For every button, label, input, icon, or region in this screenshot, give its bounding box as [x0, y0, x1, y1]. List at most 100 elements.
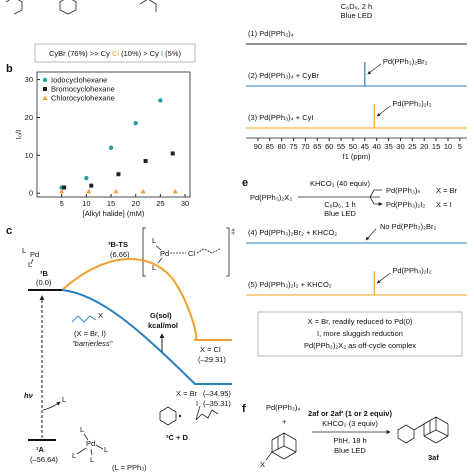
product: 3af — [428, 453, 439, 462]
state-label: ¹A — [36, 445, 44, 454]
x-axis-title: f1 (ppm) — [343, 152, 371, 161]
structure-atom: L — [152, 236, 156, 245]
product-condition: X = I — [436, 200, 452, 209]
state-label: ³B — [40, 269, 48, 278]
product: Pd(PPh₃)₂I₂ — [386, 200, 425, 209]
condition: C₆D₆, 1 h — [324, 200, 355, 209]
reduction-scheme: Pd(PPh₃)₂X₂ KHCO₂ (40 equiv) C₆D₆, 1 h B… — [250, 179, 458, 218]
x-tick-label: 10 — [82, 199, 90, 208]
point — [116, 172, 121, 177]
ts-bracket — [142, 227, 230, 277]
panel-label: b — [6, 63, 13, 75]
state-energy: (–34.95) — [203, 389, 231, 398]
bond — [30, 258, 34, 265]
panel-label: e — [242, 177, 248, 189]
peak-label: Pd(PPh₃)₂I₂ — [392, 99, 431, 108]
x-tick-label: 10 — [444, 142, 452, 151]
bond — [76, 433, 104, 456]
ranking-part: Cl — [112, 49, 119, 58]
legend-marker — [42, 95, 48, 100]
x-tick-label: 80 — [277, 142, 285, 151]
ranking-part: I — [161, 49, 163, 58]
structure-atom: L — [90, 455, 94, 464]
trace-label: (5) Pd(PPh₃)₂I₂ + KHCO₂ — [248, 280, 332, 289]
ligand: L — [62, 395, 66, 404]
x-tick-label: 20 — [132, 199, 140, 208]
state-label: X = Br — [176, 389, 198, 398]
summary-line: Pd(PPh₃)₂X₂ as off-cycle complex — [304, 341, 416, 350]
x-tick-label: 40 — [373, 142, 381, 151]
bond — [155, 245, 163, 264]
state-energy: (–35.31) — [203, 399, 231, 408]
point — [158, 98, 163, 103]
y-tick-label: 0 — [29, 189, 33, 198]
legend-marker — [42, 77, 48, 83]
axis-unit: kcal/mol — [148, 321, 178, 330]
condition: Blue LED — [334, 446, 366, 455]
x-tick-label: 50 — [349, 142, 357, 151]
peak-arrow — [365, 228, 377, 241]
legend-label: Iodocyclohexane — [51, 76, 107, 85]
bond — [265, 451, 273, 461]
x-tick-label: 25 — [408, 142, 416, 151]
substituent: X — [260, 460, 265, 469]
product-structure — [397, 416, 449, 444]
note: (X = Br, I) — [74, 329, 106, 338]
point — [143, 159, 148, 164]
radical-dot — [178, 414, 182, 418]
structure-atom: L — [80, 425, 84, 434]
x-tick-label: 60 — [325, 142, 333, 151]
x-tick-label: 90 — [254, 142, 262, 151]
structure-atom: Pd — [160, 249, 169, 258]
ranking-part: (10%) > Cy — [121, 49, 159, 58]
adamantane — [271, 432, 297, 460]
reactant: Pd(PPh₃)₄ — [266, 403, 300, 412]
summary-line: I, more sluggish reduction — [317, 329, 403, 338]
x-tick-label: 5 — [60, 199, 64, 208]
ranking: CyBr (76%) >> Cy Cl (10%) > Cy I (5%) — [49, 49, 181, 58]
ts-dagger: ‡ — [231, 227, 235, 236]
legend-label: Bromocyclohexane — [51, 85, 115, 94]
x-tick-label: 85 — [266, 142, 274, 151]
x-axis-title: [Alkyl halide] (mM) — [83, 209, 145, 218]
summary-line: X = Br, readily reduced to Pd(0) — [308, 317, 413, 326]
state-energy: (–56.64) — [30, 455, 58, 464]
x-tick-label: 15 — [107, 199, 115, 208]
ranking-part: CyBr (76%) >> Cy — [49, 49, 110, 58]
structure-atom: Pd — [86, 439, 95, 448]
trace-label: (4) Pd(PPh₃)₂Br₂ + KHCO₂ — [248, 228, 337, 237]
product-condition: X = Br — [436, 186, 458, 195]
peak-arrow — [376, 272, 391, 284]
x-tick-label: 30 — [396, 142, 404, 151]
y-tick-label: 30 — [25, 75, 33, 84]
bond — [170, 248, 221, 254]
cropped-structures — [5, 0, 157, 15]
panel-label: c — [6, 225, 12, 237]
x-tick-label: 30 — [181, 199, 189, 208]
x-tick-label: 55 — [337, 142, 345, 151]
state-label: ²C + D — [166, 433, 188, 442]
x-tick-label: 15 — [432, 142, 440, 151]
peak-label: Pd(PPh₃)₂Br₂ — [383, 57, 428, 66]
structure-atom: Pd — [30, 250, 39, 259]
reagent: 2af or 2af′ (1 or 2 equiv) — [308, 409, 392, 418]
ligand-arrow — [42, 401, 61, 411]
point — [62, 185, 67, 190]
reactant: Pd(PPh₃)₂X₂ — [250, 193, 292, 202]
ether-structure — [195, 405, 219, 421]
condition: Blue LED — [324, 209, 356, 218]
point — [172, 188, 178, 194]
ranking-part: (5%) — [165, 49, 181, 58]
peak-label: No Pd(PPh₃)₂Br₂ — [380, 222, 436, 231]
spectrum-subtitle: Blue LED — [341, 11, 373, 20]
point — [133, 120, 138, 126]
state-label: X = Cl — [200, 345, 221, 354]
point — [113, 188, 119, 194]
structure-atom: L — [152, 263, 156, 272]
y-tick-label: 20 — [25, 113, 33, 122]
structure-atom: L — [104, 445, 108, 454]
product: Pd(PPh₃)ₙ — [386, 186, 420, 195]
legend-marker — [43, 87, 47, 91]
point — [84, 175, 89, 181]
photon: hν — [24, 391, 34, 400]
